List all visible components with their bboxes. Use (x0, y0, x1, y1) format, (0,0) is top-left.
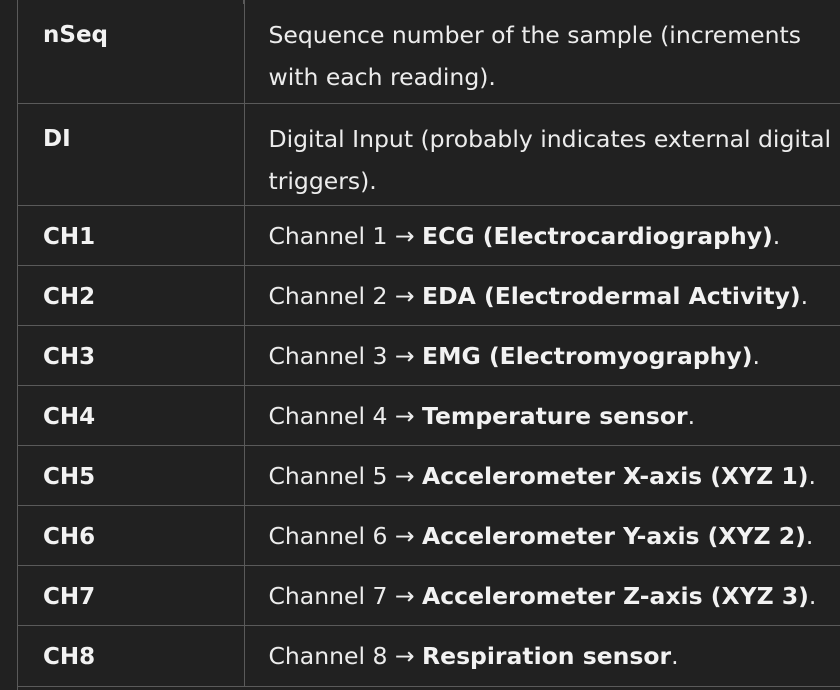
description-prefix: Channel 7 → (268, 581, 423, 610)
description-prefix: Channel 4 → (268, 401, 423, 430)
field-description-cell: Channel 3 → EMG (Electromyography). (244, 324, 840, 386)
description-prefix: Channel 3 → (268, 341, 423, 370)
description-prefix: Channel 6 → (268, 521, 423, 550)
description-prefix: Channel 2 → (268, 281, 423, 310)
field-description-cell: Sequence number of the sample (increment… (244, 0, 840, 104)
field-description-cell: Channel 7 → Accelerometer Z-axis (XYZ 3)… (244, 564, 840, 626)
description-prefix: Channel 5 → (268, 461, 423, 490)
description-suffix: . (772, 221, 781, 250)
field-description-cell: Digital Input (probably indicates extern… (244, 102, 840, 206)
field-description-cell: Channel 8 → Respiration sensor. (244, 624, 840, 687)
channel-table: nSeq Sequence number of the sample (incr… (18, 0, 840, 687)
description-suffix: . (687, 401, 696, 430)
field-name-cell: CH7 (18, 564, 245, 626)
table-row: CH5 Channel 5 → Accelerometer X-axis (XY… (18, 444, 840, 506)
description-emphasis: ECG (Electrocardiography) (422, 221, 773, 250)
description-emphasis: Accelerometer X-axis (XYZ 1) (422, 461, 809, 490)
description-emphasis: Accelerometer Z-axis (XYZ 3) (422, 581, 809, 610)
description-emphasis: EMG (Electromyography) (422, 341, 753, 370)
field-description-cell: Channel 2 → EDA (Electrodermal Activity)… (244, 264, 840, 326)
table-row: CH8 Channel 8 → Respiration sensor. (18, 624, 840, 687)
description-suffix: . (808, 581, 817, 610)
description-suffix: . (805, 521, 814, 550)
description-suffix: . (808, 461, 816, 490)
field-name-cell: CH1 (18, 204, 245, 266)
table-row: CH1 Channel 1 → ECG (Electrocardiography… (18, 204, 840, 266)
table-row: CH4 Channel 4 → Temperature sensor. (18, 384, 840, 446)
description-prefix: Channel 8 → (268, 641, 423, 670)
description-suffix: . (671, 641, 679, 670)
field-name-cell: CH2 (18, 264, 245, 326)
table-row: CH2 Channel 2 → EDA (Electrodermal Activ… (18, 264, 840, 326)
description-prefix: Channel 1 → (268, 221, 423, 250)
channel-table-container: nSeq Sequence number of the sample (incr… (17, 0, 840, 690)
table-row: DI Digital Input (probably indicates ext… (18, 102, 840, 206)
field-description-cell: Channel 1 → ECG (Electrocardiography). (244, 204, 840, 266)
field-description-cell: Channel 4 → Temperature sensor. (244, 384, 840, 446)
description-emphasis: Accelerometer Y-axis (XYZ 2) (422, 521, 806, 550)
field-name-cell: CH8 (18, 624, 245, 687)
table-row: CH6 Channel 6 → Accelerometer Y-axis (XY… (18, 504, 840, 566)
description-emphasis: Temperature sensor (422, 401, 688, 430)
field-name-cell: CH3 (18, 324, 245, 386)
description-emphasis: Respiration sensor (422, 641, 672, 670)
field-name-cell: DI (18, 102, 245, 206)
table-row: CH7 Channel 7 → Accelerometer Z-axis (XY… (18, 564, 840, 626)
description-suffix: . (752, 341, 760, 370)
field-name-cell: nSeq (18, 0, 245, 104)
field-name-cell: CH6 (18, 504, 245, 566)
column-divider (243, 0, 245, 4)
description-emphasis: EDA (Electrodermal Activity) (422, 281, 801, 310)
table-row: nSeq Sequence number of the sample (incr… (18, 0, 840, 104)
field-name-cell: CH4 (18, 384, 245, 446)
field-description-cell: Channel 5 → Accelerometer X-axis (XYZ 1)… (244, 444, 840, 506)
table-row: CH3 Channel 3 → EMG (Electromyography). (18, 324, 840, 386)
field-name-cell: CH5 (18, 444, 245, 506)
description-suffix: . (800, 281, 809, 310)
field-description-cell: Channel 6 → Accelerometer Y-axis (XYZ 2)… (244, 504, 840, 566)
